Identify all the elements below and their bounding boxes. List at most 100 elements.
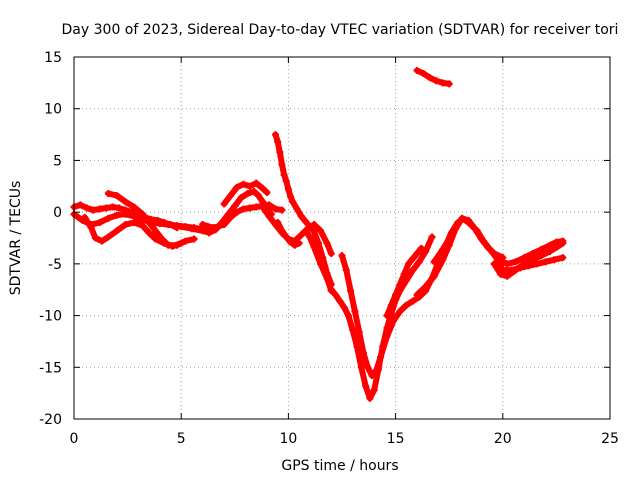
- data-series-track-9: [272, 131, 335, 289]
- data-point: [445, 235, 453, 243]
- data-series-track-4: [104, 190, 198, 249]
- data-point: [310, 243, 318, 251]
- data-point: [289, 198, 297, 206]
- data-point: [404, 260, 412, 268]
- data-point: [332, 291, 340, 299]
- data-point: [295, 239, 303, 247]
- data-point: [209, 224, 217, 232]
- data-point: [546, 247, 554, 255]
- data-point: [220, 200, 228, 208]
- data-point: [396, 281, 404, 289]
- data-point: [87, 224, 95, 232]
- data-point: [542, 258, 550, 266]
- data-point: [181, 237, 189, 245]
- data-point: [145, 229, 153, 237]
- x-tick-label: 25: [601, 431, 619, 447]
- data-point: [265, 201, 273, 209]
- data-point: [151, 227, 159, 235]
- data-point: [366, 394, 374, 402]
- data-point: [280, 171, 288, 179]
- data-point: [430, 258, 438, 266]
- data-series-track-18: [495, 237, 567, 268]
- data-point: [377, 353, 385, 361]
- data-point: [516, 264, 524, 272]
- data-point: [282, 177, 290, 185]
- data-point: [486, 245, 494, 253]
- data-point: [327, 286, 335, 294]
- data-point: [115, 204, 123, 212]
- data-point: [173, 241, 181, 249]
- chart-title: Day 300 of 2023, Sidereal Day-to-day VTE…: [62, 22, 619, 38]
- data-point: [415, 258, 423, 266]
- data-point: [239, 205, 247, 213]
- x-tick-label: 20: [494, 431, 512, 447]
- data-point: [559, 254, 567, 262]
- data-point: [237, 194, 245, 202]
- data-point: [422, 247, 430, 255]
- data-point: [525, 262, 533, 270]
- data-point: [302, 217, 310, 225]
- data-point: [287, 238, 295, 246]
- data-point: [396, 307, 404, 315]
- data-point: [166, 221, 174, 229]
- data-point: [364, 363, 372, 371]
- data-series-track-12: [327, 233, 436, 402]
- data-point: [426, 74, 434, 82]
- data-point: [432, 77, 440, 85]
- data-point: [392, 291, 400, 299]
- data-point: [387, 301, 395, 309]
- data-point: [439, 256, 447, 264]
- y-tick-label: 15: [44, 50, 62, 66]
- data-point: [306, 223, 314, 231]
- data-point: [417, 244, 425, 252]
- data-point: [550, 256, 558, 264]
- data-point: [372, 366, 380, 374]
- x-tick-label: 10: [279, 431, 297, 447]
- data-point: [109, 203, 117, 211]
- data-point: [546, 241, 554, 249]
- data-point: [297, 231, 305, 239]
- data-point: [552, 238, 560, 246]
- data-point: [419, 70, 427, 78]
- data-point: [357, 363, 365, 371]
- data-point: [250, 187, 258, 195]
- data-point: [400, 270, 408, 278]
- data-point: [338, 252, 346, 260]
- data-point: [458, 214, 466, 222]
- data-point: [490, 260, 498, 268]
- data-point: [439, 245, 447, 253]
- data-point: [188, 225, 196, 233]
- data-point: [302, 227, 310, 235]
- data-point: [402, 301, 410, 309]
- data-point: [231, 202, 239, 210]
- data-point: [104, 190, 112, 198]
- data-point: [91, 234, 99, 242]
- data-point: [336, 297, 344, 305]
- data-point: [81, 213, 89, 221]
- data-point: [272, 131, 280, 139]
- data-point: [278, 206, 286, 214]
- data-point: [503, 272, 511, 280]
- y-tick-label: 0: [53, 205, 62, 221]
- data-point: [113, 211, 121, 219]
- data-point: [239, 180, 247, 188]
- plot-frame: [73, 56, 611, 420]
- data-point: [164, 241, 172, 249]
- series-trace: [491, 240, 566, 280]
- data-point: [278, 227, 286, 235]
- data-point: [139, 210, 147, 218]
- data-point: [246, 204, 254, 212]
- data-point: [445, 80, 453, 88]
- data-point: [503, 260, 511, 268]
- data-point: [340, 303, 348, 311]
- y-tick-label: -20: [39, 412, 62, 428]
- data-series-track-10: [274, 218, 303, 249]
- data-point: [310, 228, 318, 236]
- data-point: [227, 213, 235, 221]
- data-point: [282, 233, 290, 241]
- data-series-track-20: [413, 66, 453, 88]
- data-point: [151, 235, 159, 243]
- y-tick-label: 10: [44, 102, 62, 118]
- data-point: [113, 192, 121, 200]
